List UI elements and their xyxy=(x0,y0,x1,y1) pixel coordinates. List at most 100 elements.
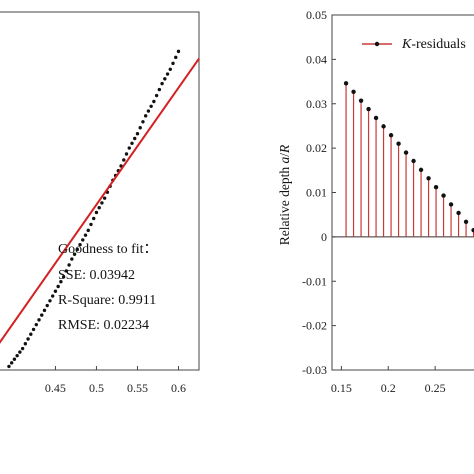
data-dot xyxy=(149,104,153,108)
data-dot xyxy=(31,327,36,332)
y-tick-label: -0.03 xyxy=(302,363,327,377)
data-dot xyxy=(12,357,17,361)
y-tick-label: -0.02 xyxy=(302,319,327,333)
data-dot xyxy=(7,364,11,369)
x-tick-label: 0.55 xyxy=(127,381,148,395)
data-dot xyxy=(59,279,63,284)
y-tick-label: 0 xyxy=(321,230,327,244)
data-dot xyxy=(138,126,142,130)
stem-marker xyxy=(426,176,431,181)
data-dot xyxy=(143,114,148,118)
y-axis-label: Relative depth a/R xyxy=(277,144,292,245)
left-panel: 0.45 0.5 0.55 0.6 Goodness to fit： SSE: 0.0… xyxy=(0,11,200,395)
stem-marker xyxy=(441,193,446,198)
data-dot xyxy=(81,238,85,242)
data-dot xyxy=(171,61,175,66)
data-dot xyxy=(18,350,22,354)
x-tick-label: 0.15 xyxy=(331,381,352,395)
k-residuals-series xyxy=(343,81,474,237)
data-dot xyxy=(86,228,90,233)
data-dot xyxy=(29,332,33,336)
data-dot xyxy=(67,263,71,267)
x-tick-label: 0.5 xyxy=(89,381,104,395)
data-dot xyxy=(92,216,96,221)
x-tick-label: 0.25 xyxy=(425,381,446,395)
data-dot xyxy=(20,346,25,351)
data-dot xyxy=(48,299,52,303)
data-dot xyxy=(157,87,162,92)
data-dot xyxy=(78,243,82,247)
data-dot xyxy=(42,308,47,313)
y-tick-label: 0.02 xyxy=(306,141,327,155)
data-dot xyxy=(141,120,145,124)
data-dot xyxy=(34,322,38,327)
data-dot xyxy=(70,257,74,261)
data-dot xyxy=(127,146,131,150)
y-tick-label: 0.04 xyxy=(306,52,327,66)
stem-marker xyxy=(366,106,371,112)
data-dot xyxy=(45,303,49,308)
data-dot xyxy=(165,72,170,76)
data-dot xyxy=(75,247,80,252)
stem-marker xyxy=(351,89,356,94)
stem-marker xyxy=(388,133,394,138)
left-dotted-series xyxy=(7,49,181,369)
stem-marker xyxy=(373,115,379,121)
right-y-axis: 0.05 0.04 0.03 0.02 0.01 0 -0.01 -0.02 -0.03 xyxy=(302,8,336,377)
data-dot xyxy=(102,196,107,200)
stem-marker xyxy=(418,167,424,173)
stem-marker xyxy=(396,141,401,146)
data-dot xyxy=(83,233,88,237)
right-panel: 0.05 0.04 0.03 0.02 0.01 0 -0.01 -0.02 -0.03 0.1… xyxy=(277,8,474,395)
stem-marker xyxy=(403,150,409,155)
data-dot xyxy=(50,294,55,298)
data-dot xyxy=(89,222,93,227)
stem-marker xyxy=(456,210,461,216)
data-dot xyxy=(135,132,140,136)
stem-marker xyxy=(471,228,474,233)
y-tick-label: 0.05 xyxy=(306,8,327,22)
legend-swatch-marker xyxy=(374,41,380,47)
data-dot xyxy=(15,353,19,358)
data-dot xyxy=(100,201,104,205)
data-dot xyxy=(23,342,28,346)
data-dot xyxy=(97,206,101,210)
data-dot xyxy=(168,67,172,71)
left-fit-line xyxy=(0,57,200,344)
stem-marker xyxy=(448,202,454,207)
left-plot-frame xyxy=(0,11,200,371)
y-tick-label: 0.01 xyxy=(306,186,327,200)
data-dot xyxy=(40,313,44,317)
legend-label: K-residuals xyxy=(401,37,466,52)
data-dot xyxy=(174,55,178,60)
rsquare-value: R-Square: 0.9911 xyxy=(58,293,156,308)
data-dot xyxy=(72,252,77,256)
goodness-heading: Goodness to fit： xyxy=(58,242,158,257)
left-x-axis: 0.45 0.5 0.55 0.6 xyxy=(45,366,186,395)
legend: K-residuals xyxy=(362,37,466,52)
sse-value: SSE: 0.03942 xyxy=(58,268,135,283)
stem-marker xyxy=(381,124,386,129)
data-dot xyxy=(176,49,181,54)
data-dot xyxy=(124,152,129,156)
data-dot xyxy=(9,361,14,365)
right-x-axis: 0.15 0.2 0.25 xyxy=(331,366,446,395)
stem-marker xyxy=(358,98,364,103)
rmse-value: RMSE: 0.02234 xyxy=(58,318,149,333)
x-tick-label: 0.2 xyxy=(381,381,396,395)
data-dot xyxy=(64,269,69,273)
data-dot xyxy=(163,77,167,81)
data-dot xyxy=(152,99,156,104)
data-dot xyxy=(26,337,30,341)
stem-marker xyxy=(343,81,349,86)
stem-marker xyxy=(463,219,469,224)
goodness-of-fit-box: Goodness to fit： SSE: 0.03942 R-Square: … xyxy=(58,242,158,333)
stem-marker xyxy=(411,158,416,164)
data-dot xyxy=(56,284,60,289)
data-dot xyxy=(160,81,164,86)
data-dot xyxy=(94,210,99,215)
y-tick-label: 0.03 xyxy=(306,97,327,111)
x-tick-label: 0.6 xyxy=(171,381,186,395)
data-dot xyxy=(37,318,41,322)
